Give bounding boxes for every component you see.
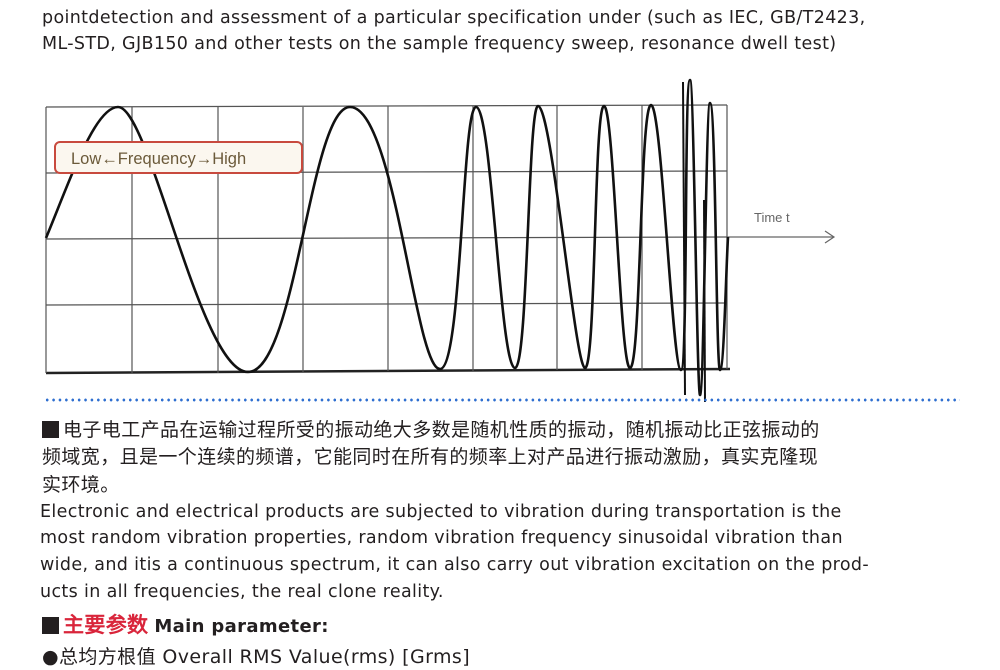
main-parameter-heading: 主要参数 Main parameter: bbox=[42, 612, 329, 640]
sine-sweep-diagram: Time t Low←Frequency→High bbox=[44, 78, 836, 403]
random-en-line: ucts in all frequencies, the real clone … bbox=[40, 582, 444, 602]
sine-sweep-curve bbox=[44, 78, 730, 397]
main-parameter-title-cn: 主要参数 bbox=[63, 613, 149, 637]
random-cn-line: 频域宽，且是一个连续的频谱，它能同时在所有的频率上对产品进行振动激励，真实克隆现 bbox=[42, 446, 819, 468]
main-parameter-title-en: Main parameter: bbox=[154, 616, 329, 637]
intro-line: ML-STD, GJB150 and other tests on the sa… bbox=[42, 34, 837, 54]
time-axis-label: Time t bbox=[754, 210, 790, 225]
random-en-line: Electronic and electrical products are s… bbox=[40, 502, 842, 522]
random-cn-line: 电子电工产品在运输过程所受的振动绝大多数是随机性质的振动，随机振动比正弦振动的 bbox=[42, 417, 820, 443]
random-en-line: most random vibration properties, random… bbox=[40, 528, 843, 548]
parameter-item: ●总均方根值 Overall RMS Value(rms) [Grms] bbox=[42, 646, 471, 668]
random-en-line: wide, and itis a continuous spectrum, it… bbox=[40, 555, 870, 575]
text: 电子电工产品在运输过程所受的振动绝大多数是随机性质的振动，随机振动比正弦振动的 bbox=[63, 419, 820, 441]
random-cn-line: 实环境。 bbox=[42, 474, 120, 496]
square-bullet-icon bbox=[42, 421, 59, 438]
frequency-legend-box: Low←Frequency→High bbox=[54, 141, 303, 174]
square-bullet-icon bbox=[42, 617, 59, 634]
dotted-divider bbox=[44, 398, 960, 402]
intro-line: pointdetection and assessment of a parti… bbox=[42, 8, 866, 28]
frequency-legend-label: Low←Frequency→High bbox=[71, 150, 246, 168]
